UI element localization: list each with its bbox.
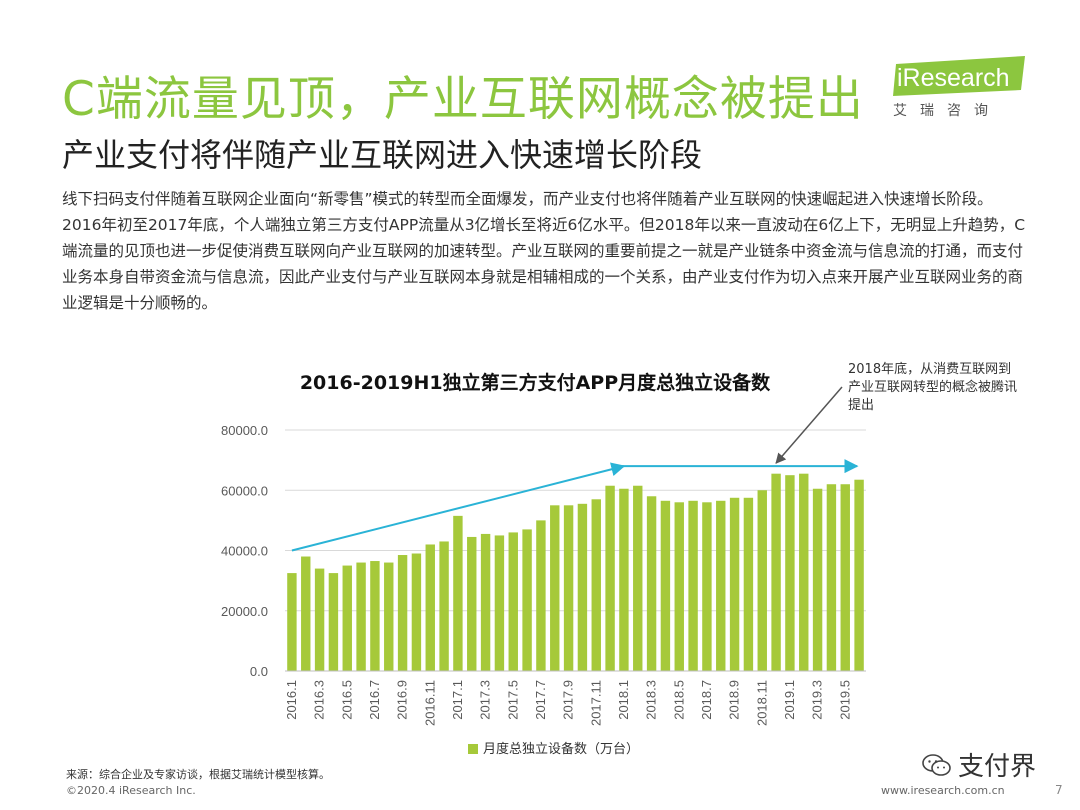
x-tick-label: 2017.5 (505, 680, 520, 720)
bar-2019.4 (826, 484, 837, 671)
bar-2017.2 (467, 536, 477, 671)
bar-2017.12 (605, 485, 615, 671)
bar-2016.2 (301, 556, 311, 671)
bar-2018.1 (619, 488, 629, 671)
x-tick-label: 2018.3 (644, 680, 659, 720)
bar-2016.5 (342, 565, 352, 671)
bar-2018.11 (757, 490, 767, 671)
bar-2016.11 (425, 544, 435, 671)
x-tick-label: 2016.9 (395, 680, 410, 720)
x-tick-label: 2017.9 (561, 680, 576, 720)
chart-legend: 月度总独立设备数（万台） (468, 738, 639, 757)
x-tick-label: 2019.5 (837, 680, 852, 720)
x-tick-label: 2016.3 (312, 680, 327, 720)
bar-2019.5 (840, 484, 850, 671)
y-tick-label: 20000.0 (221, 604, 268, 619)
bar-2018.6 (688, 500, 698, 671)
chart-annotation: 2018年底，从消费互联网到产业互联网转型的概念被腾讯提出 (848, 362, 1018, 413)
x-tick-label: 2017.7 (533, 680, 548, 720)
bar-2017.1 (453, 515, 463, 671)
bar-2016.6 (356, 562, 366, 671)
bar-2017.3 (480, 533, 491, 671)
wechat-name: 支付界 (958, 752, 1037, 782)
x-tick-label: 2017.1 (450, 680, 465, 720)
x-tick-label: 2018.11 (754, 680, 769, 726)
y-tick-label: 40000.0 (221, 544, 268, 559)
bar-2019.3 (812, 488, 823, 671)
logo-chinese-text: 艾瑞咨询 (893, 103, 1001, 119)
bar-2018.10 (743, 497, 754, 671)
bar-2016.8 (384, 562, 394, 671)
x-tick-label: 2019.1 (782, 680, 797, 720)
y-tick-label: 80000.0 (221, 423, 268, 438)
bar-2017.6 (522, 529, 532, 671)
wechat-watermark: 支付界 (922, 746, 1036, 783)
y-tick-label: 0.0 (250, 664, 268, 679)
page-title: C端流量见顶，产业互联网概念被提出 (62, 72, 864, 127)
body-paragraph: 线下扫码支付伴随着互联网企业面向“新零售”模式的转型而全面爆发，而产业支付也将伴… (62, 190, 1026, 312)
bar-2017.11 (591, 499, 601, 671)
legend-label: 月度总独立设备数（万台） (483, 742, 640, 757)
copyright: ©2020.4 iResearch Inc. (66, 784, 196, 797)
bar-2018.4 (660, 500, 671, 671)
bar-2018.7 (702, 502, 712, 671)
x-tick-label: 2018.5 (671, 680, 686, 720)
x-tick-label: 2016.7 (367, 680, 382, 720)
bar-2019.1 (785, 475, 795, 671)
bar-2016.1 (287, 573, 297, 671)
bar-2017.8 (550, 505, 560, 671)
source-note: 来源：综合企业及专家访谈，根据艾瑞统计模型核算。 (66, 768, 330, 781)
bar-2017.10 (577, 503, 588, 671)
page-number: 7 (1055, 783, 1063, 797)
bar-2016.12 (439, 541, 449, 671)
x-tick-label: 2018.7 (699, 680, 714, 720)
bar-2017.9 (563, 505, 574, 671)
bar-2018.2 (633, 485, 643, 671)
legend-swatch (468, 744, 478, 754)
bar-2019.2 (799, 473, 809, 671)
logo-brand-text: iResearch (897, 64, 1010, 92)
iresearch-logo-mark: iResearch (893, 56, 1025, 96)
bar-2017.7 (536, 520, 546, 672)
bar-2017.4 (494, 535, 505, 671)
annotation-arrow (775, 386, 843, 464)
bar-2016.3 (314, 568, 325, 671)
bar-2018.8 (716, 500, 726, 671)
bar-2018.9 (729, 497, 740, 671)
x-tick-label: 2018.1 (616, 680, 631, 720)
page-subtitle: 产业支付将伴随产业互联网进入快速增长阶段 (62, 136, 703, 174)
wechat-icon (922, 754, 951, 776)
website: www.iresearch.com.cn (881, 784, 1005, 797)
chart-title: 2016-2019H1独立第三方支付APP月度总独立设备数 (299, 372, 771, 394)
x-tick-label: 2016.5 (339, 680, 354, 720)
x-tick-label: 2016.1 (284, 680, 299, 720)
bar-2018.12 (771, 473, 781, 671)
bar-2016.9 (397, 555, 408, 671)
x-tick-label: 2017.3 (478, 680, 493, 720)
x-tick-label: 2018.9 (727, 680, 742, 720)
iresearch-logo: iResearch 艾瑞咨询 (893, 56, 1025, 126)
bar-2018.3 (646, 496, 657, 671)
x-tick-label: 2017.11 (588, 680, 603, 726)
bar-2016.7 (370, 561, 380, 671)
bar-2017.5 (508, 532, 518, 671)
bar-2019.6 (854, 479, 864, 671)
bar-2018.5 (674, 502, 684, 671)
bar-2016.4 (328, 573, 339, 671)
x-tick-label: 2019.3 (810, 680, 825, 720)
x-tick-label: 2016.11 (422, 680, 437, 726)
y-tick-label: 60000.0 (221, 483, 268, 498)
bar-2016.10 (411, 553, 422, 671)
trend-arrow-growth (291, 462, 626, 552)
